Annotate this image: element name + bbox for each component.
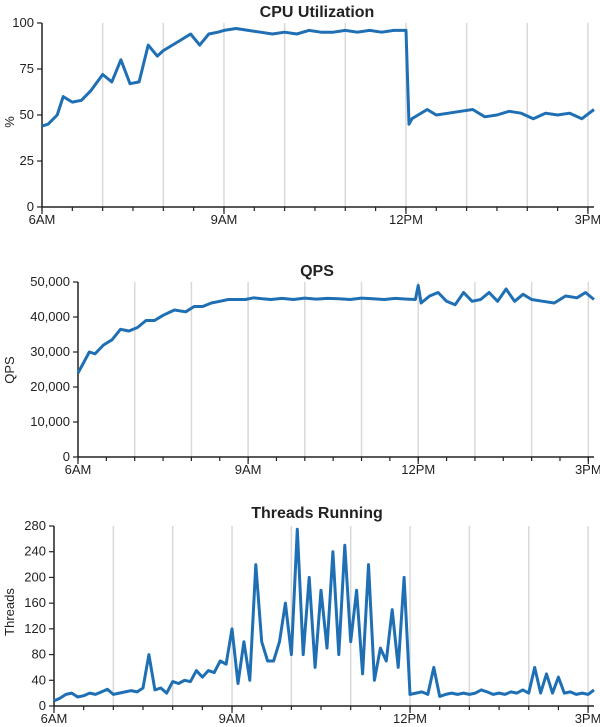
y-tick-label: 0	[27, 199, 34, 214]
y-tick-label: 40	[32, 672, 46, 687]
y-axis-label: Threads	[2, 588, 17, 636]
y-tick-label: 50,000	[30, 274, 70, 289]
series-line	[53, 527, 595, 703]
y-tick-label: 20,000	[30, 379, 70, 394]
y-tick-label: 40,000	[30, 309, 70, 324]
chart-title: QPS	[300, 263, 334, 280]
y-tick-label: 0	[63, 449, 70, 464]
series-line	[76, 284, 595, 374]
y-tick-label: 200	[24, 569, 46, 584]
x-tick-label: 12PM	[393, 711, 427, 726]
x-tick-label: 6AM	[65, 462, 92, 477]
y-tick-label: 80	[32, 647, 46, 662]
y-tick-label: 120	[24, 621, 46, 636]
chart-title: CPU Utilization	[260, 4, 375, 21]
y-tick-label: 50	[20, 107, 34, 122]
y-axis-label: %	[2, 116, 17, 128]
series-line	[41, 27, 595, 128]
y-tick-label: 10,000	[30, 414, 70, 429]
y-tick-label: 0	[39, 698, 46, 713]
y-tick-label: 160	[24, 595, 46, 610]
cpu-utilization-chart: CPU Utilization % 0 25 50 75 100 6AM 9AM 12PM 3P…	[2, 4, 600, 227]
threads-running-chart: Threads Running Threads 0 40 80 120 160 200 24…	[2, 505, 600, 726]
y-tick-label: 280	[24, 518, 46, 533]
y-tick-label: 240	[24, 544, 46, 559]
x-tick-label: 3PM	[575, 462, 600, 477]
x-tick-label: 6AM	[29, 212, 56, 227]
x-tick-label: 12PM	[401, 462, 435, 477]
y-axis-label: QPS	[2, 356, 17, 384]
qps-chart: QPS QPS 0 10,000 20,000 30,000 40,000 50,000 6…	[2, 263, 600, 477]
x-tick-label: 3PM	[575, 711, 600, 726]
x-tick-label: 12PM	[389, 212, 423, 227]
y-tick-label: 25	[20, 153, 34, 168]
x-tick-label: 9AM	[219, 711, 246, 726]
x-tick-label: 3PM	[575, 212, 600, 227]
chart-title: Threads Running	[251, 505, 383, 522]
x-tick-label: 6AM	[41, 711, 68, 726]
y-tick-label: 75	[20, 61, 34, 76]
x-tick-label: 9AM	[235, 462, 262, 477]
x-tick-label: 9AM	[211, 212, 238, 227]
y-tick-label: 100	[12, 15, 34, 30]
y-tick-label: 30,000	[30, 344, 70, 359]
